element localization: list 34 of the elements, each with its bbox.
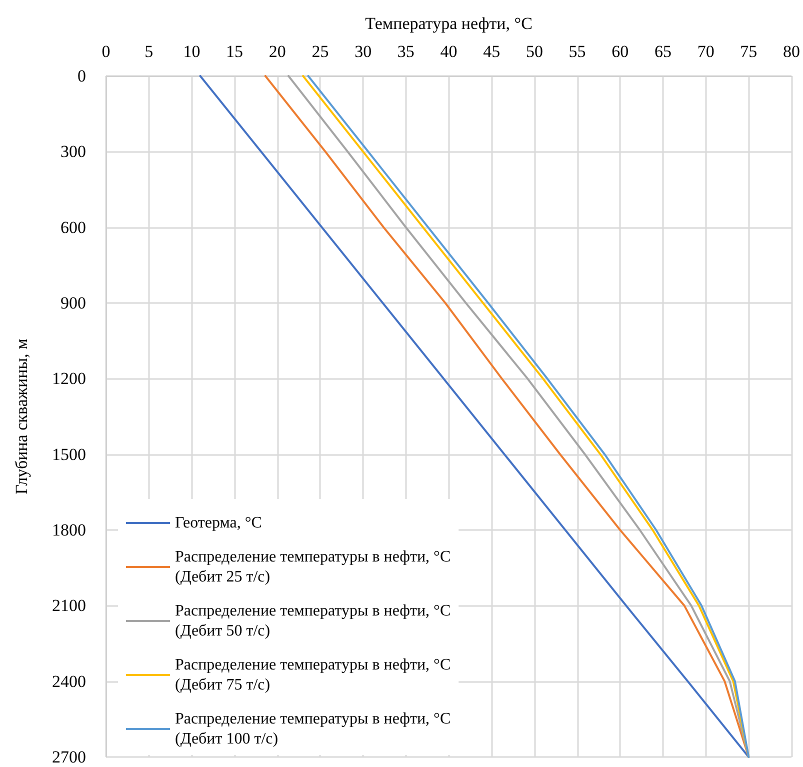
x-tick-label: 15 [226, 42, 244, 61]
x-axis-title: Температура нефти, °С [365, 14, 532, 33]
legend-label: Распределение температуры в нефти, °С (Дебит 75 т/с) [175, 656, 451, 694]
y-tick-label: 1500 [52, 444, 86, 464]
legend-label: Распределение температуры в нефти, °С (Дебит 25 т/с) [175, 548, 451, 586]
y-tick-label: 0 [78, 66, 86, 86]
x-tick-label: 5 [144, 42, 154, 61]
x-tick-label: 30 [354, 42, 372, 61]
y-tick-label: 2700 [52, 748, 86, 766]
legend-label: Геотерма, °С [175, 514, 262, 532]
y-tick-label: 600 [60, 218, 86, 237]
x-tick-label: 65 [654, 42, 672, 61]
x-tick-label: 10 [183, 42, 200, 61]
x-tick-label: 60 [612, 42, 629, 61]
y-axis-title: Глубина скважины, м [12, 338, 31, 494]
x-tick-label: 35 [397, 42, 414, 61]
x-tick-label: 25 [312, 42, 329, 61]
legend-label: Распределение температуры в нефти, °С (Дебит 50 т/с) [175, 602, 451, 640]
x-tick-label: 40 [440, 42, 458, 61]
x-tick-label: 50 [526, 42, 543, 61]
y-tick-label: 2100 [52, 596, 86, 616]
y-tick-label: 2400 [52, 672, 86, 691]
y-tick-label: 300 [60, 142, 86, 162]
x-tick-label: 0 [102, 42, 110, 61]
x-tick-label: 80 [783, 42, 800, 61]
x-tick-label: 20 [268, 42, 286, 61]
x-tick-label: 55 [568, 42, 586, 61]
legend-label: Распределение температуры в нефти, °С (Дебит 100 т/с) [175, 710, 451, 748]
y-tick-label: 1200 [52, 369, 86, 388]
y-tick-label: 900 [60, 294, 86, 312]
x-tick-label: 70 [697, 42, 714, 61]
x-tick-label: 75 [740, 42, 758, 61]
x-tick-label: 45 [483, 42, 500, 61]
y-tick-label: 1800 [52, 520, 86, 540]
